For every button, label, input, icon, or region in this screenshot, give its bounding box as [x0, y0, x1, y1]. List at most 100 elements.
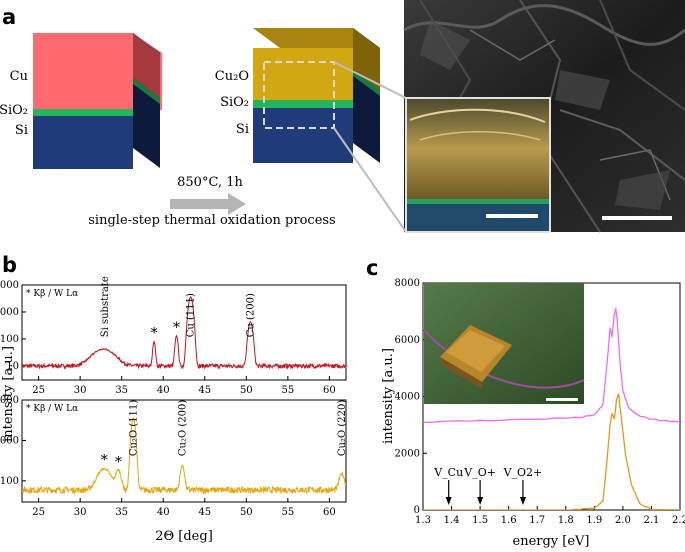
pl-xlabel: energy [eV]: [513, 534, 590, 549]
x-tick-label: 60: [323, 385, 336, 396]
zoom-dashed-box: [263, 61, 335, 129]
x-tick-label: 25: [32, 507, 45, 518]
pl-plot: 0 2000 4000 6000 8000 1.3 1.4 1.5 1.6 1.7 1.8 1.9 2.…: [395, 278, 685, 526]
pl-series-orange: [423, 393, 680, 510]
x-tick-label: 1.9: [586, 515, 602, 526]
peak-marker-asterisk: *: [101, 453, 108, 469]
peak-label: Cu₂O (200): [177, 400, 188, 456]
label-si-right: Si: [236, 122, 249, 137]
xrd-bottom-legend-text: * Kβ / W Lα: [26, 404, 78, 414]
xrd-top-legend-text: * Kβ / W Lα: [26, 289, 78, 299]
sio2-front-right: [253, 100, 353, 108]
sem-crosssection-inset: [405, 97, 551, 233]
peak-label: Cu (111): [186, 293, 197, 337]
x-tick-label: 55: [281, 507, 294, 518]
x-tick-label: 25: [32, 385, 45, 396]
defect-level-arrow-head: [445, 497, 452, 505]
xrd-xlabel: 2Θ [deg]: [155, 529, 213, 544]
x-tick-label: 1.4: [444, 515, 460, 526]
xrd-bottom-series-line: [22, 417, 346, 496]
peak-label: Cu (200): [245, 293, 256, 337]
x-tick-label: 60: [323, 507, 336, 518]
x-tick-label: 1.5: [472, 515, 488, 526]
scale-bar-inset: [486, 214, 538, 218]
x-tick-label: 50: [240, 507, 253, 518]
xrd-bottom-legend: * Kβ / W Lα: [26, 404, 78, 414]
x-tick-label: 45: [198, 385, 211, 396]
pl-axes: 0 2000 4000 6000 8000 1.3 1.4 1.5 1.6 1.7 1.8 1.9 2.…: [395, 278, 685, 526]
cube-left-side-cu: [133, 33, 160, 98]
x-tick-label: 40: [157, 385, 170, 396]
defect-level-label: V_Cu: [433, 466, 463, 479]
zoom-line-top: [333, 61, 407, 99]
pl-annotations: V_Cu V_O+ V_O2+: [433, 466, 542, 505]
peak-label: Cu₂O (111): [128, 400, 139, 456]
x-tick-label: 1.6: [501, 515, 517, 526]
y-tick-label: 0: [414, 505, 420, 516]
cube-right: [253, 28, 380, 163]
x-tick-label: 35: [115, 385, 128, 396]
x-tick-label: 1.8: [558, 515, 574, 526]
xrd-top-annotations: Si substrate * * Cu (111) Cu (200): [100, 276, 256, 341]
peak-marker-asterisk: *: [151, 326, 158, 342]
x-tick-label: 2.0: [615, 515, 631, 526]
panel-label-c: c: [366, 256, 378, 280]
process-arrow-label: 850°C, 1h: [177, 175, 243, 190]
xrd-top-frame: [21, 284, 347, 381]
peak-label: Si substrate: [100, 276, 111, 337]
x-tick-label: 35: [115, 507, 128, 518]
x-tick-label: 55: [281, 385, 294, 396]
xrd-top-series-line: [22, 296, 346, 370]
y-tick-label: 4000: [395, 392, 420, 403]
cube-right-side-sio2: [353, 70, 380, 96]
si-front-right: [253, 108, 353, 163]
label-cu2o-right: Cu₂O: [215, 69, 249, 84]
process-caption: single-step thermal oxidation process: [88, 213, 335, 228]
cube-right-top: [253, 28, 380, 48]
x-tick-label: 40: [157, 507, 170, 518]
sio2-front: [33, 109, 133, 116]
peak-label: Cu₂O (220): [337, 400, 348, 456]
defect-level-label: V_O+: [463, 466, 496, 479]
cu2o-front: [253, 48, 353, 100]
defect-level-arrow-head: [477, 497, 484, 505]
x-tick-label: 1.7: [529, 515, 545, 526]
xrd-ylabel: intensity [a.u.]: [1, 346, 16, 442]
x-tick-label: 45: [198, 507, 211, 518]
y-tick-label: 8000: [395, 278, 420, 289]
label-cu-left: Cu: [10, 69, 28, 84]
zoom-line-bottom: [333, 127, 407, 233]
scale-bar-pl-inset: [546, 398, 578, 401]
peak-marker-asterisk: *: [173, 320, 180, 336]
panel-label-a: a: [2, 5, 16, 29]
xrd-bottom-annotations: * * Cu₂O (111) Cu₂O (200) Cu₂O (220): [101, 400, 348, 471]
cube-left-front: [33, 33, 133, 169]
y-tick-label: 6000: [395, 335, 420, 346]
defect-level-label: V_O2+: [503, 466, 543, 479]
pl-series-magenta: [423, 307, 680, 424]
x-tick-label: 50: [240, 385, 253, 396]
x-tick-label: 2.1: [643, 515, 659, 526]
label-sio2-right: SiO₂: [220, 95, 249, 110]
process-arrow: [170, 193, 246, 215]
xrd-bottom-frame: [21, 399, 347, 503]
pl-ylabel: intensity [a.u.]: [381, 348, 396, 444]
peak-marker-asterisk: *: [115, 455, 122, 471]
x-tick-label: 30: [74, 507, 87, 518]
y-tick-label: 10: [6, 361, 19, 372]
si-front: [33, 116, 133, 169]
label-si-left: Si: [15, 123, 28, 138]
x-tick-label: 2.2: [672, 515, 685, 526]
y-tick-label: 100: [0, 476, 19, 487]
y-tick-label: 100: [0, 334, 19, 345]
defect-level-arrow-head: [519, 497, 526, 505]
